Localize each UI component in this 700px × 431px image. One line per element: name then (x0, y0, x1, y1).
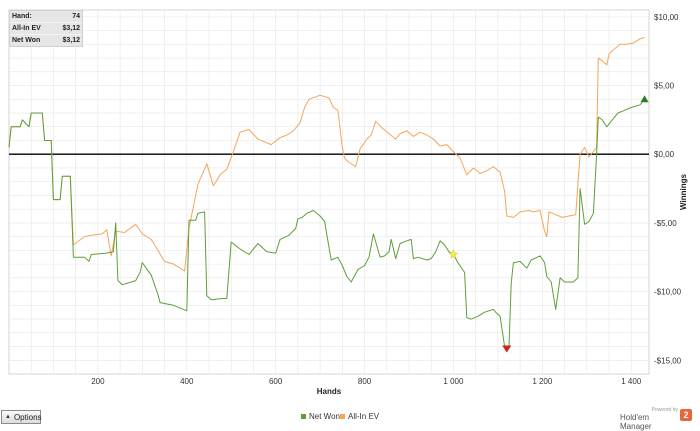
info-label-net-won: Net Won (12, 37, 41, 44)
x-tick-label: 200 (91, 377, 105, 386)
hand-info-box: Hand: 74 All-In EV $3,12 Net Won $3,12 (9, 10, 83, 47)
markers-group (448, 95, 649, 353)
y-tick-label: $10,00 (654, 13, 679, 22)
info-label-hand: Hand: (12, 13, 32, 20)
x-tick-label: 1 400 (621, 377, 642, 386)
x-axis-title: Hands (317, 387, 342, 396)
x-tick-label: 1 000 (443, 377, 464, 386)
y-tick-label: $0,00 (654, 150, 675, 159)
legend-label-net-won: Net Won (309, 412, 340, 421)
info-value-net-won: $3,12 (62, 37, 80, 44)
brand-powered-by: Powered by (651, 407, 678, 413)
triangle-down-marker-icon (502, 345, 512, 353)
y-tick-label: -$5,00 (654, 219, 677, 228)
info-value-all-in-ev: $3,12 (62, 25, 80, 32)
info-row-all-in-ev: All-In EV $3,12 (10, 23, 82, 35)
options-button[interactable]: ▲ Options (1, 410, 42, 424)
series-line-all-in-ev (8, 37, 645, 272)
legend-label-all-in-ev: All-In EV (348, 412, 380, 421)
holdem-manager-logo-icon: 2 (680, 409, 692, 421)
x-tick-label: 1 200 (532, 377, 553, 386)
legend-swatch-all-in-ev (340, 414, 345, 419)
y-tick-label: -$10,00 (654, 288, 682, 297)
brand-logo: Powered by Hold'em Manager 2 (620, 407, 692, 431)
info-label-all-in-ev: All-In EV (12, 25, 41, 32)
y-axis-title: Winnings (679, 173, 688, 209)
info-value-hand: 74 (72, 13, 80, 20)
star-marker-icon (448, 249, 459, 259)
x-tick-label: 400 (180, 377, 194, 386)
legend: Net Won All-In EV (301, 412, 380, 421)
options-label: Options (13, 412, 42, 422)
info-row-net-won: Net Won $3,12 (10, 35, 82, 46)
caret-up-icon: ▲ (5, 414, 11, 420)
series-line-net-won (8, 98, 645, 347)
y-tick-label: $5,00 (654, 82, 675, 91)
y-tick-labels: $10,00 $5,00 $0,00 -$5,00 -$10,00 -$15,00 (654, 13, 682, 365)
y-tick-label: -$15,00 (654, 356, 682, 365)
legend-swatch-net-won (301, 414, 306, 419)
x-tick-labels: 200 400 600 800 1 000 1 200 1 400 (91, 377, 642, 386)
x-tick-label: 600 (269, 377, 283, 386)
brand-name: Hold'em Manager (620, 413, 652, 431)
series-group (8, 37, 645, 347)
plot-background (8, 9, 650, 375)
x-tick-label: 800 (358, 377, 372, 386)
info-row-hand: Hand: 74 (10, 11, 82, 23)
triangle-up-marker-icon (640, 95, 649, 103)
